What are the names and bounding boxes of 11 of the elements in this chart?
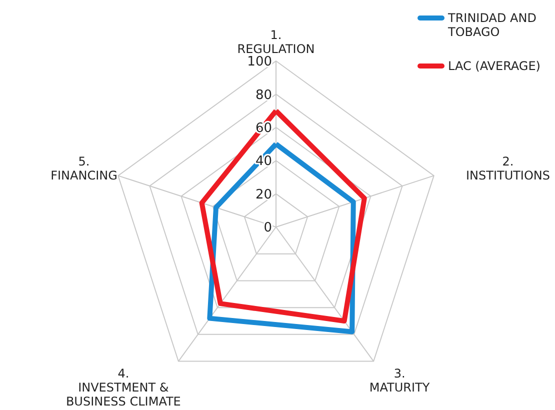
legend-label: LAC (AVERAGE)	[448, 59, 540, 73]
y-tick-label: 0	[264, 220, 272, 236]
spoke-label: 5. FINANCING	[50, 154, 118, 183]
y-tick-label: 20	[255, 187, 272, 202]
legend-label: TRINIDAD AND TOBAGO	[447, 11, 536, 39]
spoke-label: 4. INVESTMENT & BUSINESS CLIMATE	[66, 366, 181, 408]
y-tick-label: 100	[247, 54, 272, 70]
y-tick-label: 80	[255, 88, 272, 103]
spoke-label: 3. MATURITY	[369, 366, 430, 394]
spoke-label: 2. INSTITUTIONS	[466, 154, 550, 183]
spoke-label: 1. REGULATION	[237, 28, 315, 56]
